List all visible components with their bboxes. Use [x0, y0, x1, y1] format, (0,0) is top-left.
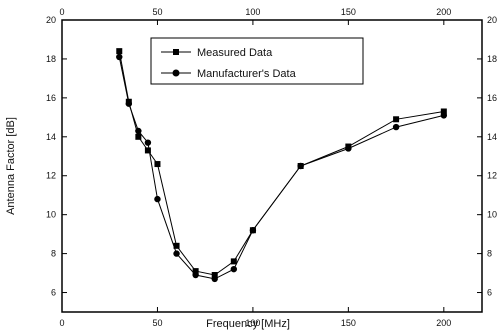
- series-line-manufacturer: [118, 56, 444, 280]
- x-tick-label-bottom: 0: [59, 318, 64, 328]
- y-tick-label-right: 10: [487, 210, 497, 220]
- y-axis-title: Antenna Factor [dB]: [5, 117, 17, 215]
- y-tick-label-right: 18: [487, 54, 497, 64]
- data-point-manufacturer: [135, 127, 142, 135]
- data-point-measured: [211, 272, 218, 279]
- data-point-manufacturer: [116, 53, 123, 61]
- data-point-measured: [393, 116, 400, 123]
- legend-measured-marker: [173, 49, 179, 55]
- y-tick-label-right: 6: [487, 288, 492, 298]
- data-point-measured: [116, 48, 123, 55]
- ticks-layer: 0 0 50 50 100 100 150 150 200 200 6 6 8 8 10 10 12 12 14 14…: [46, 7, 497, 328]
- x-tick-label-bottom: 50: [152, 318, 162, 328]
- data-point-manufacturer: [125, 100, 133, 107]
- y-tick-label-right: 16: [487, 93, 497, 103]
- x-tick-label-top: 50: [152, 7, 162, 17]
- y-tick-label-left: 10: [46, 210, 56, 220]
- x-tick-label-top: 100: [245, 7, 260, 17]
- x-tick-label-top: 0: [59, 7, 64, 17]
- data-point-manufacturer: [440, 112, 448, 119]
- y-tick-label-right: 14: [487, 132, 497, 142]
- data-point-manufacturer: [144, 139, 152, 146]
- plot-frame: [61, 19, 483, 313]
- y-tick-label-right: 8: [487, 249, 492, 259]
- y-tick-label-left: 16: [46, 93, 56, 103]
- data-point-manufacturer: [211, 275, 218, 283]
- legend-manufacturer-label: Manufacturer's Data: [197, 68, 297, 80]
- data-point-manufacturer: [192, 271, 199, 279]
- y-tick-label-left: 8: [51, 249, 56, 259]
- y-tick-label-right: 20: [487, 15, 497, 25]
- data-point-manufacturer: [345, 145, 352, 152]
- y-tick-label-left: 20: [46, 15, 56, 25]
- data-point-measured: [192, 268, 199, 275]
- data-point-manufacturer: [173, 250, 180, 257]
- series-line-measured: [118, 51, 444, 276]
- legend: Measured Data Manufacturer's Data: [150, 37, 364, 85]
- data-point-measured: [440, 108, 447, 115]
- data-point-measured: [173, 242, 180, 249]
- x-tick-label-top: 150: [341, 7, 356, 17]
- y-tick-label-left: 18: [46, 54, 56, 64]
- data-point-measured: [154, 161, 161, 168]
- x-tick-label-bottom: 150: [341, 318, 356, 328]
- data-point-manufacturer: [297, 162, 304, 170]
- legend-measured-label: Measured Data: [197, 47, 273, 59]
- data-point-manufacturer: [230, 265, 238, 273]
- data-point-measured: [135, 133, 142, 140]
- data-point-manufacturer: [392, 123, 400, 131]
- y-tick-label-left: 6: [51, 288, 56, 298]
- data-point-manufacturer: [154, 195, 161, 203]
- y-tick-label-right: 12: [487, 171, 497, 181]
- data-point-measured: [144, 147, 151, 154]
- legend-manufacturer-marker: [172, 69, 180, 77]
- x-tick-label-top: 200: [436, 7, 451, 17]
- y-tick-label-left: 14: [46, 132, 56, 142]
- legend-box: [150, 37, 364, 85]
- x-tick-label-bottom: 200: [436, 318, 451, 328]
- series-layer: [116, 48, 448, 283]
- x-axis-title: Frequency [MHz]: [206, 318, 290, 330]
- data-point-manufacturer: [249, 227, 257, 234]
- x-tick-label-bottom: 100: [245, 318, 260, 328]
- y-tick-label-left: 12: [46, 171, 56, 181]
- data-point-measured: [230, 258, 237, 265]
